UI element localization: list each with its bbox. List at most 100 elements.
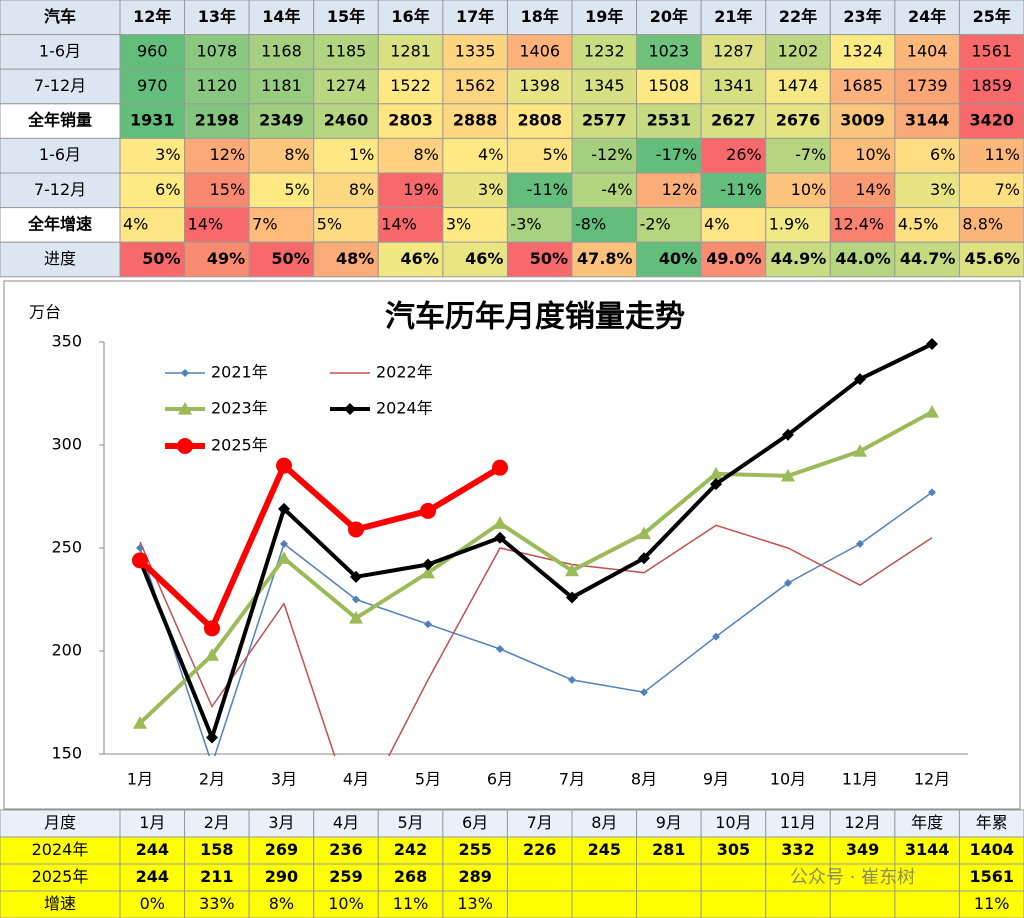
cell-text: 14% [381, 214, 417, 233]
header-cell [636, 0, 702, 36]
cell-text: 0% [140, 894, 165, 913]
row-label: 2025年 [32, 867, 89, 886]
legend-label: 2025年 [211, 436, 268, 455]
heat-cell [829, 172, 896, 209]
header-cell [829, 809, 896, 838]
heat-cell [377, 34, 444, 70]
cell-text: 290 [265, 867, 298, 886]
header-cell [506, 809, 573, 838]
row-label: 1-6月 [39, 41, 81, 60]
cell-text: 2676 [776, 111, 821, 130]
cell-text: 50% [530, 249, 568, 268]
heat-cell [313, 137, 379, 174]
heat-cell [313, 172, 379, 209]
cell-text: 14% [188, 214, 224, 233]
cell-text: 1181 [261, 76, 302, 95]
heat-cell [119, 137, 186, 174]
marker [421, 565, 435, 579]
cell-text: 226 [523, 840, 556, 859]
header-text: 17年 [456, 7, 494, 26]
header-cell [248, 809, 315, 838]
table-cell [442, 836, 508, 865]
heat-cell [571, 68, 638, 105]
marker [637, 526, 651, 540]
cell-text: 4.5% [898, 214, 939, 233]
heat-cell [765, 137, 831, 174]
heat-cell [506, 207, 573, 243]
row-label-cell [0, 68, 121, 105]
header-cell [700, 809, 767, 838]
cell-text: 244 [136, 867, 169, 886]
header-cell [765, 809, 831, 838]
row-label-cell [0, 103, 121, 139]
cell-text: 1120 [196, 76, 237, 95]
cell-text: 1739 [907, 76, 948, 95]
cell-text: 2198 [195, 111, 240, 130]
cell-text: 14% [855, 180, 891, 199]
cell-text: -4% [601, 180, 632, 199]
header-text: 12年 [133, 7, 171, 26]
legend-label: 2024年 [376, 399, 433, 418]
heat-cell [636, 103, 702, 139]
heat-cell [313, 207, 379, 243]
marker [782, 428, 794, 441]
table-cell [119, 836, 186, 865]
cell-text: -12% [591, 145, 632, 164]
table-cell [313, 890, 379, 918]
heat-cell [958, 172, 1024, 209]
cell-text: 46% [465, 249, 503, 268]
marker [640, 688, 648, 697]
cell-text: 1341 [713, 76, 754, 95]
marker [206, 731, 218, 744]
legend-label: 2023年 [211, 399, 268, 418]
heat-cell [248, 241, 315, 278]
cell-text: 1522 [390, 76, 431, 95]
cell-text: 10% [328, 894, 364, 913]
cell-text: 1404 [907, 41, 948, 60]
cell-text: 259 [329, 867, 362, 886]
cell-text: 255 [458, 840, 491, 859]
cell-text: 1474 [778, 76, 819, 95]
row-label: 增速 [44, 894, 76, 913]
header-text: 4月 [333, 813, 359, 832]
heat-cell [377, 68, 444, 105]
series-line [137, 462, 502, 632]
cell-text: 1404 [969, 840, 1014, 859]
cell-text: 245 [588, 840, 621, 859]
cell-text: 1168 [261, 41, 302, 60]
cell-text: 6% [155, 180, 180, 199]
cell-text: 305 [717, 840, 750, 859]
marker [178, 402, 192, 415]
marker [568, 675, 576, 684]
header-text: 14年 [262, 7, 300, 26]
series-line [138, 410, 933, 725]
cell-text: 15% [210, 180, 246, 199]
y-tick-label: 250 [51, 538, 82, 557]
heat-cell [700, 103, 767, 139]
cell-text: 960 [137, 41, 168, 60]
legend-label: 2022年 [376, 363, 433, 382]
table-cell [313, 863, 379, 892]
table-cell [829, 836, 896, 865]
cell-text: 26% [726, 145, 762, 164]
heat-cell [442, 68, 508, 105]
x-tick-label: 1月 [127, 770, 153, 789]
cell-text: -7% [795, 145, 826, 164]
cell-text: 1185 [326, 41, 367, 60]
table-cell [829, 890, 896, 918]
cell-text: 47.8% [577, 249, 633, 268]
table-cell [119, 890, 186, 918]
marker [352, 595, 360, 604]
header-cell [119, 0, 186, 36]
row-label-cell [0, 863, 121, 892]
marker [710, 478, 722, 491]
header-text: 23年 [843, 7, 881, 26]
watermark: 公众号 · 崔东树 [790, 867, 915, 888]
marker [856, 539, 864, 548]
marker [276, 457, 292, 474]
cell-text: 4% [704, 214, 729, 233]
row-label-cell [0, 137, 121, 174]
x-tick-label: 9月 [703, 770, 729, 789]
heat-cell [636, 34, 702, 70]
